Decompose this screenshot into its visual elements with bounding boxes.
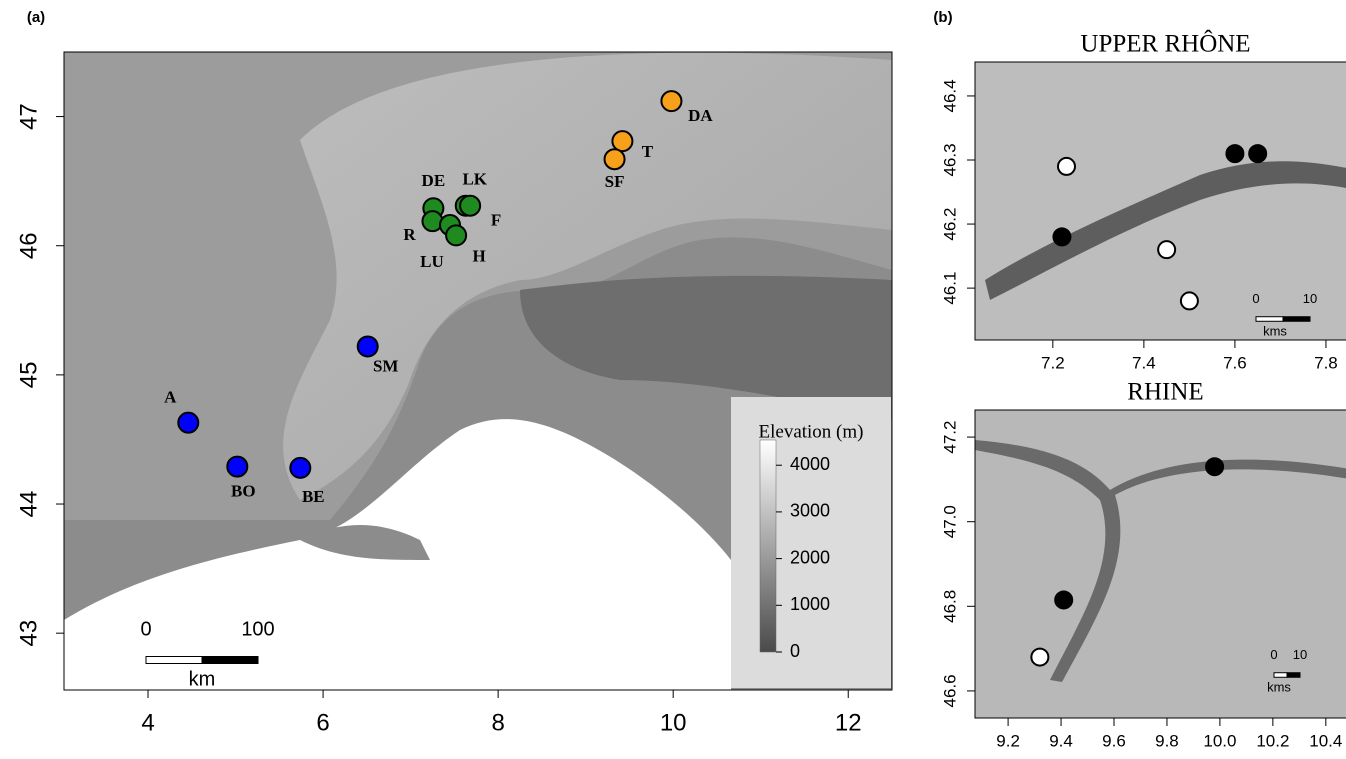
scalebar-black (201, 656, 259, 664)
site-point (226, 455, 249, 478)
site-point (1225, 144, 1245, 164)
plot-frame (974, 61, 1346, 341)
scalebar-label: 0 (1252, 291, 1259, 306)
site-point (356, 335, 379, 358)
site-label: H (473, 246, 486, 265)
plot-frame (974, 409, 1346, 719)
site-point (289, 456, 312, 479)
scalebar-label: 100 (241, 618, 274, 640)
site-point (1157, 240, 1177, 260)
y-tick-label: 45 (15, 362, 42, 389)
site-point (1030, 647, 1050, 667)
scalebar-black (1282, 316, 1311, 322)
scalebar-unit: kms (1267, 679, 1291, 694)
y-tick-label: 47.2 (940, 421, 959, 454)
site-point (459, 194, 482, 217)
site-label: SF (605, 172, 625, 191)
panel-title: RHINE (1127, 379, 1203, 406)
colorbar-tick-label: 1000 (790, 594, 830, 614)
y-tick-label: 44 (15, 491, 42, 518)
site-point (1248, 144, 1268, 164)
scalebar-white (1255, 316, 1284, 322)
y-tick-label: 47 (15, 103, 42, 130)
site-point (1179, 291, 1199, 311)
site-label: F (491, 211, 501, 230)
site-point (1205, 457, 1225, 477)
x-tick-label: 7.2 (1041, 353, 1065, 372)
x-tick-label: 12 (835, 709, 862, 736)
site-point (445, 224, 468, 247)
y-tick-label: 46.3 (940, 143, 959, 176)
x-tick-label: 6 (316, 709, 329, 736)
site-point (1056, 156, 1076, 176)
x-tick-label: 7.6 (1223, 353, 1247, 372)
y-tick-label: 46 (15, 232, 42, 259)
x-tick-label: 7.4 (1132, 353, 1156, 372)
site-label: LU (420, 252, 444, 271)
y-tick-label: 46.6 (940, 674, 959, 707)
y-tick-label: 46.4 (940, 79, 959, 112)
panel-label: (a) (27, 9, 45, 26)
site-label: DE (422, 171, 446, 190)
site-point (1054, 590, 1074, 610)
y-tick-label: 46.8 (940, 590, 959, 623)
site-point (1052, 227, 1072, 247)
x-tick-label: 10.0 (1203, 731, 1236, 750)
scalebar-white (1273, 672, 1288, 678)
plot-frame (63, 51, 893, 691)
y-tick-label: 43 (15, 620, 42, 647)
site-label: R (403, 225, 416, 244)
colorbar-title: Elevation (m) (759, 421, 864, 442)
site-point (611, 130, 634, 153)
map-b-background (975, 62, 1346, 718)
site-point (660, 90, 683, 113)
scalebar-label: 0 (1270, 647, 1277, 662)
site-label: A (164, 388, 177, 407)
scalebar-black (1286, 672, 1301, 678)
x-tick-label: 9.2 (996, 731, 1020, 750)
colorbar-tick-label: 0 (790, 641, 800, 661)
scalebar-unit: kms (1263, 323, 1287, 338)
colorbar-tick-label: 4000 (790, 454, 830, 474)
x-tick-label: 10 (660, 709, 687, 736)
site-label: LK (462, 170, 487, 189)
x-tick-label: 8 (491, 709, 504, 736)
x-tick-label: 4 (141, 709, 154, 736)
y-tick-label: 46.2 (940, 208, 959, 241)
scalebar-white (145, 656, 203, 664)
site-point (603, 148, 626, 171)
scalebar-label: 0 (140, 618, 151, 640)
x-tick-label: 9.8 (1155, 731, 1179, 750)
colorbar-tick-label: 3000 (790, 501, 830, 521)
y-tick-label: 47.0 (940, 505, 959, 538)
site-label: BE (302, 487, 325, 506)
x-tick-label: 9.6 (1102, 731, 1126, 750)
scalebar-unit: km (189, 668, 216, 690)
scalebar-label: 10 (1303, 291, 1317, 306)
map-a-background (64, 52, 892, 690)
panel-title: UPPER RHÔNE (1080, 30, 1250, 58)
colorbar-tick-label: 2000 (790, 547, 830, 567)
x-tick-label: 10.2 (1256, 731, 1289, 750)
scalebar-label: 10 (1293, 647, 1307, 662)
x-tick-label: 9.4 (1049, 731, 1073, 750)
site-label: BO (231, 481, 256, 500)
colorbar-panel (731, 397, 891, 688)
site-label: T (642, 142, 654, 161)
x-tick-label: 10.4 (1309, 731, 1342, 750)
panel-label: (b) (933, 9, 952, 26)
x-tick-label: 7.8 (1314, 353, 1338, 372)
y-tick-label: 46.1 (940, 272, 959, 305)
site-label: DA (688, 106, 713, 125)
site-point (177, 411, 200, 434)
site-label: SM (373, 356, 399, 375)
